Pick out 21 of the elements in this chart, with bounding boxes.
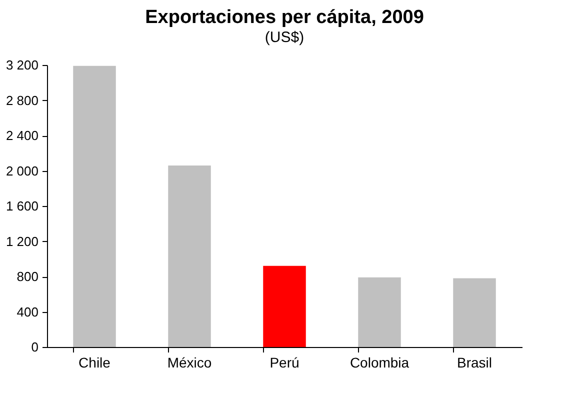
y-tick-label: 0 <box>31 340 38 354</box>
y-tick-label: 1 200 <box>6 234 38 249</box>
y-tick-label: 2 800 <box>6 92 38 108</box>
x-tick-label: Chile <box>78 354 111 370</box>
x-tick-label: México <box>167 354 212 370</box>
y-tick-label: 1 600 <box>6 198 38 214</box>
y-tick-label: 2 400 <box>6 128 38 143</box>
bar <box>358 277 401 347</box>
y-tick-label: 400 <box>16 304 38 320</box>
x-tick-label: Colombia <box>350 354 410 370</box>
x-tick-label: Perú <box>270 354 300 370</box>
bar <box>168 165 211 347</box>
bar <box>453 278 496 347</box>
y-tick-label: 800 <box>16 269 38 284</box>
y-tick-label: 2 000 <box>6 163 38 178</box>
x-tick-label: Brasil <box>456 354 492 370</box>
bar <box>263 266 306 347</box>
bar <box>73 66 116 347</box>
y-tick-label: 3 200 <box>6 58 38 72</box>
chart-title: Exportaciones per cápita, 2009 <box>145 7 424 28</box>
chart-subtitle: (US$) <box>264 29 304 46</box>
